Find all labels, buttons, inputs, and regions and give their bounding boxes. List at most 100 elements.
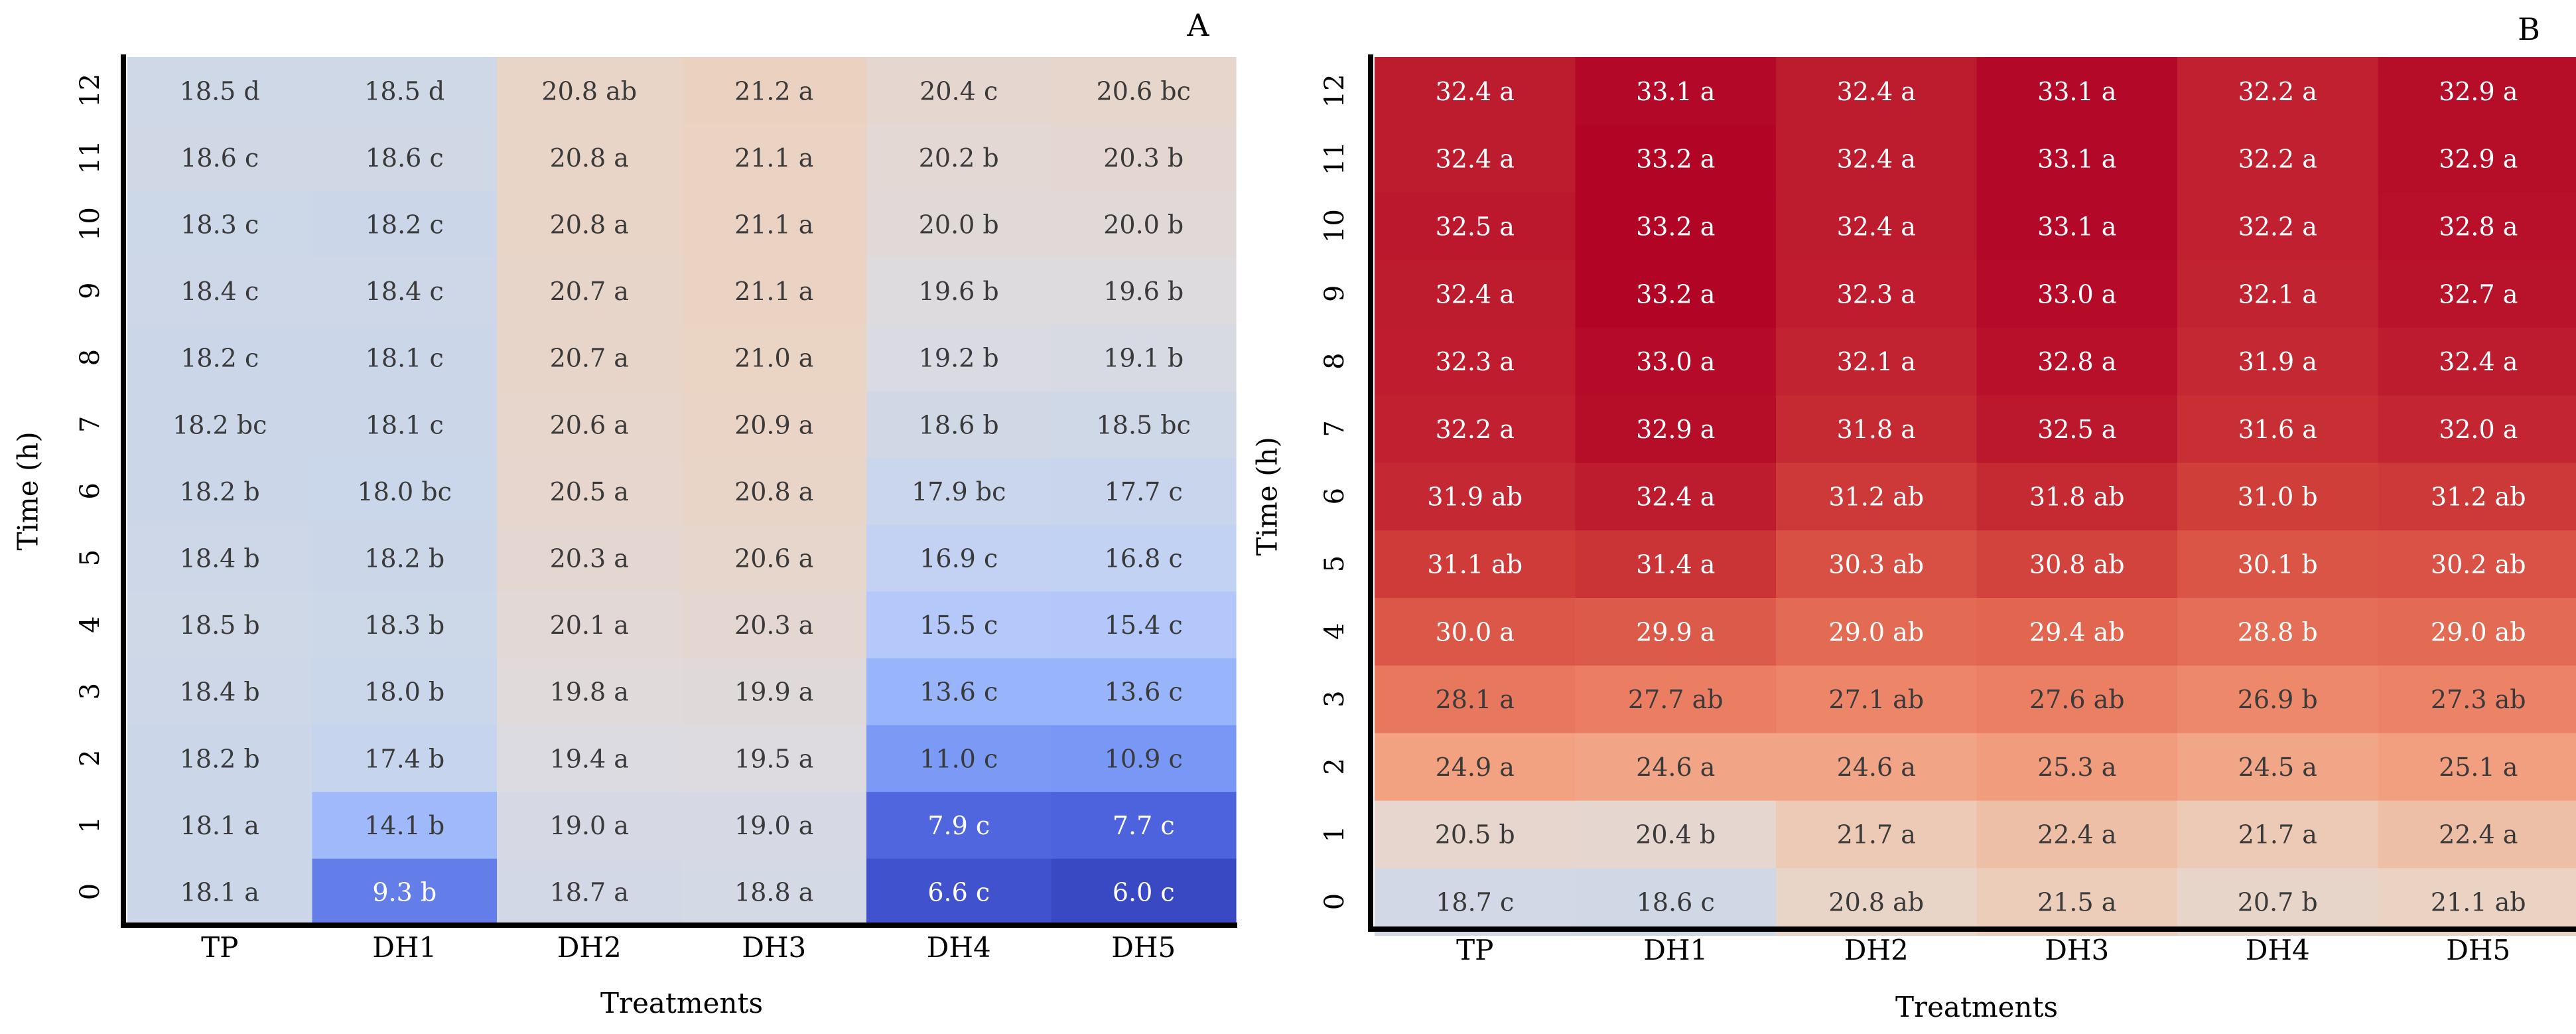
cell-value-label: 10.9 c [1105, 744, 1183, 773]
heatmap-cell [2378, 395, 2576, 463]
cell-value-label: 24.6 a [1636, 753, 1715, 782]
cell-value-label: 32.4 a [2439, 347, 2518, 376]
heatmap-cell [1375, 395, 1576, 463]
cell-value-label: 18.2 b [364, 544, 444, 573]
heatmap-cell [1976, 530, 2178, 598]
heatmap-cell [312, 324, 498, 392]
cell-value-label: 18.5 b [180, 611, 260, 640]
cell-value-label: 31.2 ab [1828, 482, 1924, 512]
heatmap-cell [1575, 57, 1777, 125]
cell-value-label: 18.5 d [180, 76, 260, 106]
cell-value-label: 19.6 b [1103, 277, 1184, 306]
cell-value-label: 26.9 b [2238, 685, 2318, 714]
heatmap-cell [866, 658, 1052, 725]
heatmap-cell [1051, 858, 1237, 926]
y-tick-label: 8 [75, 349, 105, 366]
cell-value-label: 20.9 a [734, 410, 813, 439]
cell-value-label: 28.8 b [2238, 617, 2318, 646]
heatmap-cell [497, 190, 683, 258]
cell-value-label: 20.8 ab [1828, 888, 1924, 917]
cell-value-label: 21.1 a [734, 143, 813, 173]
heatmap-cell [1575, 395, 1777, 463]
heatmap-cell [127, 57, 313, 125]
heatmap-cell [1776, 192, 1978, 260]
cell-value-label: 33.2 a [1636, 212, 1715, 242]
heatmap-cell [127, 591, 313, 658]
heatmap-cell [866, 190, 1052, 258]
heatmap-cell [1375, 530, 1576, 598]
heatmap-cell [1776, 462, 1978, 531]
cell-value-label: 18.3 b [364, 611, 444, 640]
cell-value-label: 18.5 d [364, 76, 444, 106]
heatmap-cell [497, 257, 683, 325]
heatmap-cell [1976, 867, 2178, 936]
heatmap-cell [1776, 530, 1978, 598]
heatmap-cell [681, 457, 867, 525]
y-tick-label: 12 [75, 74, 105, 108]
y-tick-label: 10 [1320, 209, 1350, 243]
cell-value-label: 32.1 a [2238, 279, 2317, 309]
cell-value-label: 30.0 a [1436, 617, 1515, 646]
y-tick-label: 3 [75, 683, 105, 700]
cell-value-label: 32.4 a [1837, 77, 1916, 106]
heatmap-cell [312, 257, 498, 325]
heatmap-cell [2378, 192, 2576, 260]
cell-value-label: 29.0 ab [2431, 617, 2526, 646]
cell-value-label: 24.6 a [1837, 753, 1916, 782]
cell-value-label: 18.7 a [550, 878, 629, 907]
y-tick-label: 1 [1320, 826, 1350, 842]
cell-value-label: 18.5 bc [1097, 410, 1191, 439]
cell-value-label: 33.2 a [1636, 279, 1715, 309]
heatmap-cell [2177, 800, 2379, 869]
heatmap-cell [1051, 190, 1237, 258]
heatmap-cell [127, 123, 313, 191]
cell-value-label: 20.6 a [734, 544, 813, 573]
cell-value-label: 19.9 a [734, 678, 813, 707]
cell-value-label: 33.1 a [2037, 212, 2116, 242]
cell-value-label: 25.3 a [2037, 753, 2116, 782]
heatmap-cell [1575, 530, 1777, 598]
x-tick-label: DH5 [2446, 934, 2510, 966]
heatmap-cell [1575, 800, 1777, 869]
cell-value-label: 18.2 bc [172, 410, 267, 439]
heatmap-cell [127, 324, 313, 392]
heatmap-cell [2378, 530, 2576, 598]
heatmap-cell [1051, 391, 1237, 459]
heatmap-cell [1776, 259, 1978, 328]
heatmap-cell [1575, 867, 1777, 936]
heatmap-cell [1051, 324, 1237, 392]
cell-value-label: 32.4 a [1636, 482, 1715, 512]
cell-value-label: 18.6 c [366, 143, 444, 173]
heatmap-cell [1776, 327, 1978, 396]
cell-value-label: 30.8 ab [2029, 550, 2125, 579]
heatmap-cell [2177, 395, 2379, 463]
cell-value-label: 31.8 a [1837, 415, 1916, 444]
cell-value-label: 20.6 bc [1097, 76, 1191, 106]
heatmap-cell [681, 591, 867, 658]
heatmap-cell [127, 791, 313, 859]
cell-value-label: 32.9 a [2439, 145, 2518, 174]
cell-value-label: 18.2 b [180, 744, 260, 773]
panel-label: B [2518, 11, 2540, 47]
heatmap-cell [127, 658, 313, 725]
heatmap-cell [497, 324, 683, 392]
y-tick-label: 5 [75, 550, 105, 566]
cell-value-label: 17.7 c [1105, 477, 1183, 506]
heatmap-cell [1575, 462, 1777, 531]
heatmap-cell [1375, 462, 1576, 531]
cell-value-label: 32.8 a [2439, 212, 2518, 242]
cell-value-label: 19.8 a [550, 678, 629, 707]
heatmap-cell [1776, 800, 1978, 869]
heatmap-cell [497, 123, 683, 191]
cell-value-label: 32.8 a [2037, 347, 2116, 376]
heatmap-cell [312, 190, 498, 258]
cell-value-label: 13.6 c [1105, 678, 1183, 707]
cell-value-label: 18.2 c [180, 344, 259, 373]
cell-value-label: 32.7 a [2439, 279, 2518, 309]
cell-value-label: 21.1 a [734, 210, 813, 240]
y-tick-label: 9 [1320, 285, 1350, 302]
heatmap-cell [681, 190, 867, 258]
heatmap-cell [1375, 57, 1576, 125]
heatmap-cell [1976, 192, 2178, 260]
heatmap-cell [312, 57, 498, 125]
